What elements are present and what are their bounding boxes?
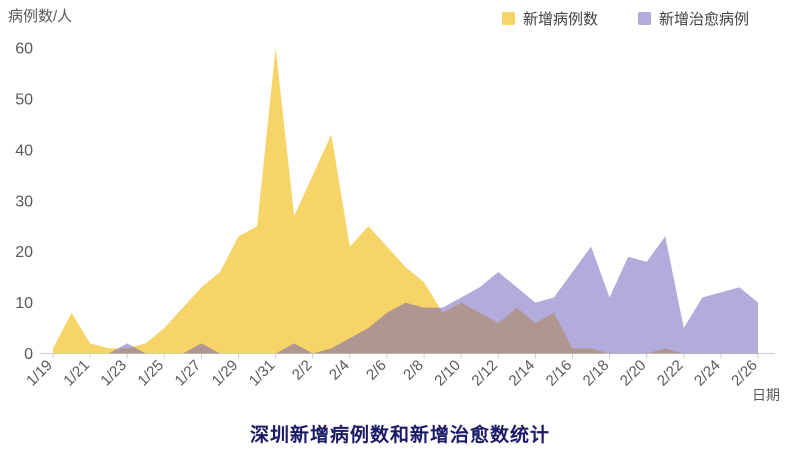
legend-swatch-purple-icon	[638, 12, 652, 25]
x-tick-label: 1/29	[209, 357, 242, 390]
legend-item-new-cases[interactable]: 新增病例数	[502, 8, 598, 29]
chart-title: 深圳新增病例数和新增治愈数统计	[249, 425, 550, 446]
x-tick-label: 2/14	[506, 357, 539, 390]
x-tick-label: 2/2	[289, 357, 316, 384]
y-tick-label: 0	[24, 346, 33, 363]
legend-item-new-cured[interactable]: 新增治愈病例	[638, 8, 749, 29]
legend-label-new-cured: 新增治愈病例	[659, 11, 750, 28]
x-tick-label: 1/21	[60, 357, 93, 390]
area-new-cases	[53, 48, 758, 354]
y-tick-label: 10	[15, 295, 33, 312]
x-tick-label: 2/16	[543, 357, 576, 390]
legend-swatch-yellow-icon	[502, 12, 515, 25]
x-tick-label: 2/22	[654, 357, 687, 390]
y-tick-label: 30	[15, 193, 33, 210]
y-tick-label: 20	[15, 244, 33, 261]
y-tick-label: 50	[15, 91, 33, 108]
x-tick-label: 2/8	[400, 357, 427, 384]
x-tick-label: 2/6	[363, 357, 390, 384]
x-tick-label: 2/10	[431, 357, 464, 390]
x-tick-label: 2/4	[326, 357, 353, 384]
legend-label-new-cases: 新增病例数	[523, 11, 599, 28]
x-tick-label: 2/18	[580, 357, 613, 390]
legend: 新增病例数 新增治愈病例	[502, 8, 749, 29]
x-tick-label: 1/25	[134, 357, 167, 390]
x-tick-label: 2/12	[468, 357, 501, 390]
x-tick-label: 2/20	[617, 357, 650, 390]
x-tick-label: 2/24	[691, 357, 724, 390]
area-new-cured	[53, 236, 758, 354]
y-axis-title: 病例数/人	[8, 8, 73, 25]
x-tick-label: 1/27	[172, 357, 205, 390]
x-tick-label: 1/23	[97, 357, 130, 390]
x-tick-label: 1/31	[246, 357, 279, 390]
y-tick-label: 40	[15, 142, 33, 159]
x-axis-title: 日期	[752, 387, 780, 403]
y-tick-label: 60	[15, 41, 33, 58]
